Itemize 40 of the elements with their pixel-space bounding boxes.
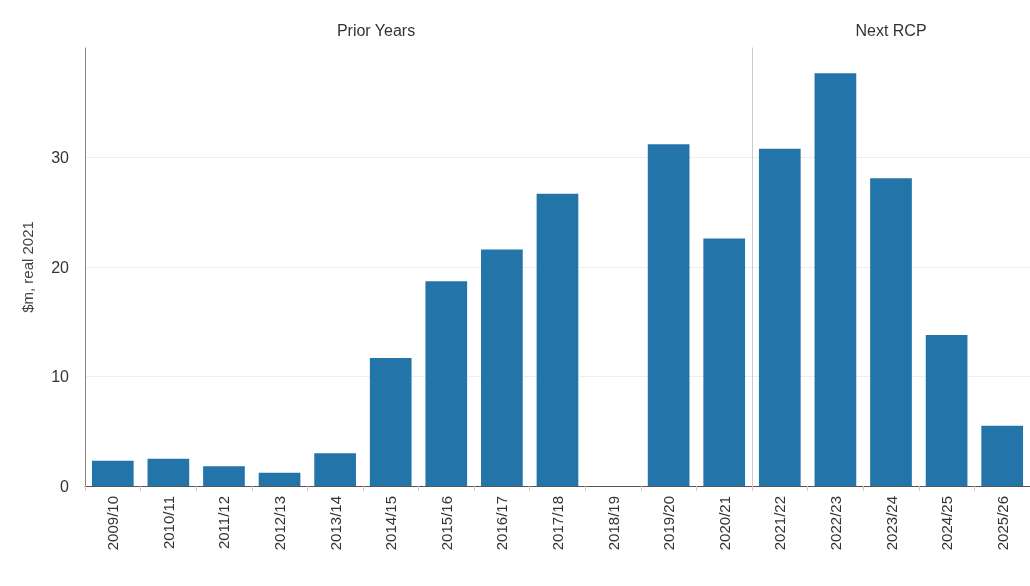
bar (203, 466, 245, 486)
x-tick-label: 2020/21 (715, 496, 733, 551)
bar (759, 148, 801, 486)
x-tick-label: 2024/25 (938, 496, 956, 551)
y-tick-label: 30 (51, 149, 70, 166)
bar (481, 249, 523, 486)
bar (147, 458, 190, 486)
x-tick-label: 2016/17 (493, 496, 511, 551)
bar (647, 144, 690, 486)
x-tick-label: 2015/16 (437, 496, 455, 551)
bar (981, 425, 1024, 486)
x-tick-label: 2023/24 (882, 496, 900, 551)
y-tick-label: 10 (51, 368, 70, 385)
x-tick-label: 2021/22 (771, 496, 789, 551)
bar (870, 178, 912, 486)
bar (258, 472, 301, 486)
bar (91, 460, 134, 486)
bar (925, 334, 968, 486)
x-tick-label: 2019/20 (660, 496, 678, 551)
y-tick-label: 20 (51, 258, 70, 276)
bar (814, 73, 857, 486)
bar (314, 453, 356, 486)
chart-title: Prior Years (336, 21, 416, 39)
x-tick-label: 2017/18 (548, 496, 566, 551)
bar (369, 357, 412, 486)
x-tick-label: 2025/26 (993, 496, 1011, 551)
x-tick-label: 2013/14 (326, 496, 344, 551)
y-tick-label: 0 (60, 477, 70, 495)
x-tick-label: 2022/23 (826, 496, 844, 551)
x-tick-label: 2012/13 (271, 496, 289, 551)
x-tick-label: 2014/15 (382, 496, 400, 551)
y-axis-title: $m, real 2021 (19, 221, 36, 313)
bar (425, 281, 468, 486)
bar (703, 238, 746, 486)
x-tick-label: 2018/19 (604, 496, 622, 551)
x-tick-label: 2010/11 (159, 496, 177, 550)
bar (536, 193, 579, 486)
x-tick-label: 2011/12 (215, 496, 233, 550)
chart-title: Next RCP (855, 21, 927, 39)
x-tick-label: 2009/10 (104, 496, 122, 551)
